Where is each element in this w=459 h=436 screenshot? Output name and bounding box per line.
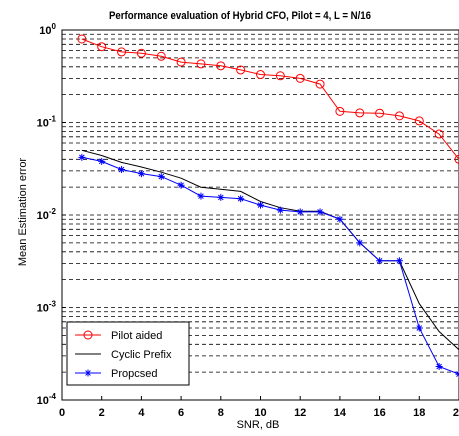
- legend-label: Propcsed: [111, 368, 157, 380]
- marker-circle: [117, 47, 127, 57]
- marker-star: [276, 206, 284, 214]
- x-tick-label: 0: [59, 407, 65, 419]
- x-tick-label: 2: [99, 407, 105, 419]
- marker-circle: [236, 65, 246, 75]
- x-tick-label: 6: [178, 407, 184, 419]
- marker-star: [118, 166, 126, 174]
- marker-star: [217, 193, 225, 201]
- x-tick-label: 20: [453, 407, 459, 419]
- y-tick-label: 10-3: [37, 300, 57, 315]
- marker-star: [356, 239, 364, 247]
- marker-star: [376, 257, 384, 265]
- marker-circle: [216, 61, 226, 71]
- marker-circle: [176, 57, 186, 67]
- x-tick-label: 14: [334, 407, 347, 419]
- marker-star: [395, 257, 403, 265]
- marker-star: [316, 208, 324, 216]
- marker-star: [336, 215, 344, 223]
- x-tick-label: 12: [294, 407, 306, 419]
- marker-circle: [414, 116, 424, 126]
- axis-ticks: 0 2 4 6 8 10 12 14 16 18 20 100 10-1 10-2 10-3 10-4: [37, 22, 459, 419]
- marker-star: [84, 369, 92, 377]
- marker-circle: [275, 71, 285, 81]
- marker-circle: [77, 34, 87, 44]
- x-axis-label: SNR, dB: [237, 419, 280, 431]
- legend-label: Pilot aided: [111, 330, 162, 342]
- marker-star: [197, 192, 205, 200]
- marker-star: [137, 170, 145, 178]
- marker-star: [415, 324, 423, 332]
- series-group: [77, 34, 459, 378]
- series-propcsed: [78, 153, 459, 378]
- marker-circle: [454, 154, 459, 164]
- marker-circle: [196, 59, 206, 69]
- y-tick-label: 10-1: [37, 115, 57, 130]
- x-tick-label: 16: [373, 407, 385, 419]
- y-axis-label: Mean Estimation error: [17, 158, 29, 267]
- marker-circle: [156, 51, 166, 61]
- chart-title: Performance evaluation of Hybrid CFO, Pi…: [109, 10, 371, 22]
- series-line: [81, 38, 459, 160]
- marker-circle: [394, 111, 404, 121]
- x-tick-label: 10: [254, 407, 266, 419]
- marker-circle: [97, 42, 107, 52]
- y-tick-label: 10-2: [37, 207, 57, 222]
- marker-star: [296, 208, 304, 216]
- marker-circle: [83, 330, 93, 340]
- marker-circle: [136, 48, 146, 58]
- y-tick-label: 10-4: [37, 392, 57, 407]
- marker-star: [78, 153, 86, 161]
- legend-label: Cyclic Prefix: [111, 349, 172, 361]
- x-tick-label: 18: [413, 407, 425, 419]
- marker-circle: [256, 70, 265, 80]
- marker-circle: [315, 79, 325, 89]
- marker-star: [157, 173, 165, 181]
- marker-circle: [335, 106, 345, 116]
- marker-circle: [434, 129, 444, 139]
- marker-star: [177, 181, 185, 189]
- legend: Pilot aided Cyclic Prefix Propcsed: [66, 321, 190, 386]
- marker-circle: [295, 73, 305, 83]
- marker-circle: [355, 108, 365, 118]
- series-pilot-aided: [77, 34, 459, 164]
- marker-star: [257, 201, 264, 209]
- y-tick-label: 100: [39, 22, 56, 37]
- x-tick-label: 8: [218, 407, 224, 419]
- marker-circle: [375, 108, 385, 118]
- legend-box: [66, 321, 190, 386]
- marker-star: [98, 157, 106, 165]
- marker-star: [237, 195, 245, 203]
- x-tick-label: 4: [138, 407, 145, 419]
- marker-star: [435, 363, 443, 371]
